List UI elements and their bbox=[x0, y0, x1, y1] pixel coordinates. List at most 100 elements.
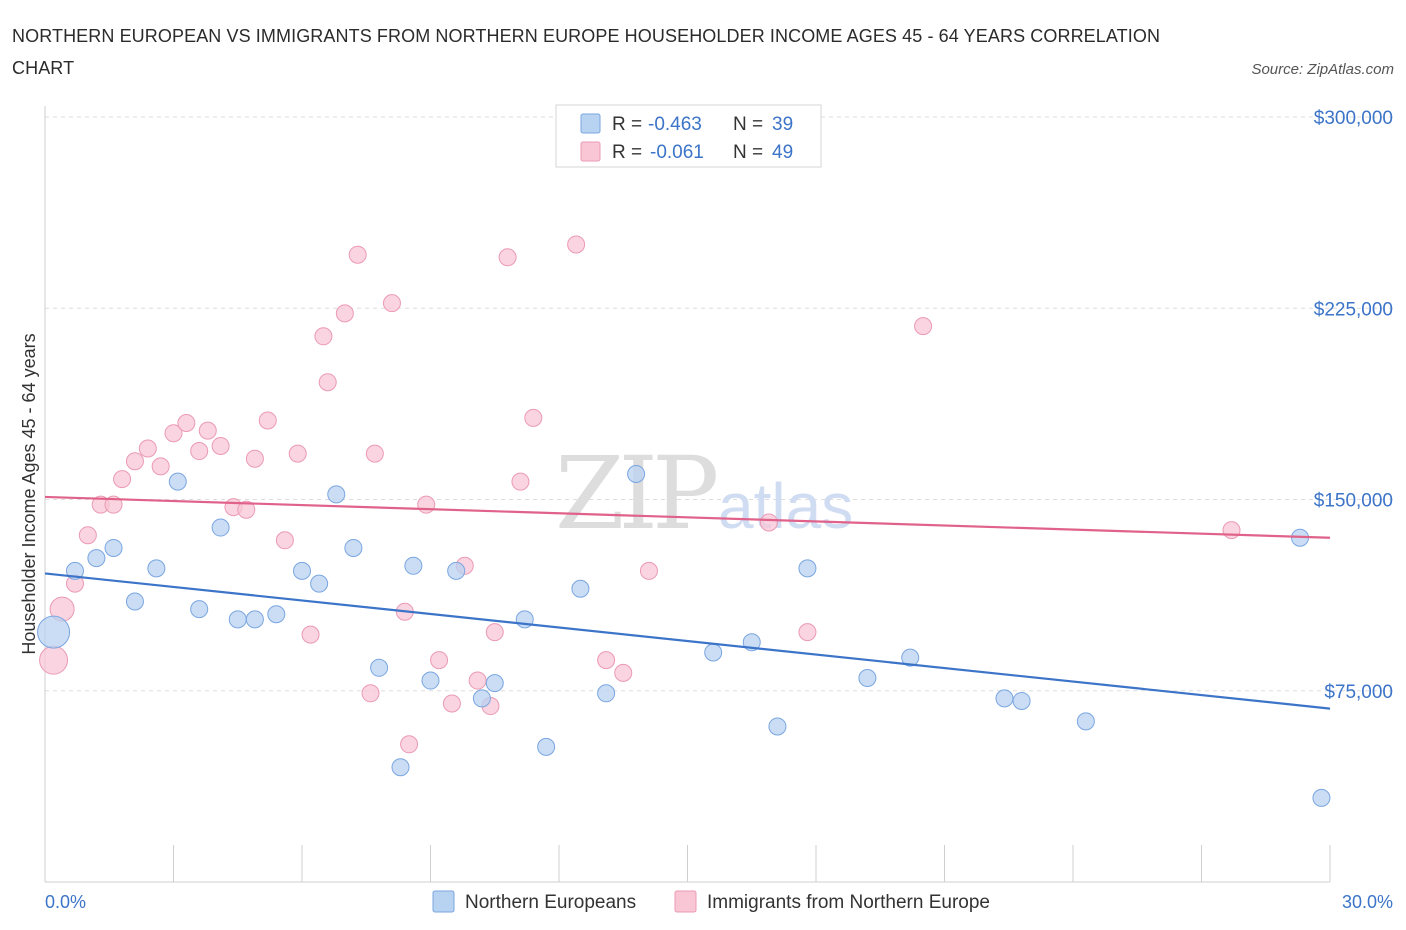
point-immigrants-21 bbox=[301, 625, 320, 644]
point-northern-europeans-0 bbox=[37, 615, 71, 649]
point-immigrants-11 bbox=[177, 414, 196, 432]
y-tick-label-3: $300,000 bbox=[1314, 108, 1393, 129]
point-northern-europeans-15 bbox=[344, 538, 363, 557]
point-northern-europeans-36 bbox=[1076, 712, 1095, 731]
point-immigrants-42 bbox=[597, 651, 616, 670]
point-immigrants-38 bbox=[498, 248, 517, 267]
legend-r-value-blue: -0.463 bbox=[648, 114, 702, 135]
point-northern-europeans-28 bbox=[704, 643, 723, 662]
series-northern-europeans-points bbox=[37, 465, 1331, 807]
point-northern-europeans-30 bbox=[768, 717, 787, 736]
point-immigrants-27 bbox=[365, 444, 384, 463]
point-northern-europeans-25 bbox=[571, 579, 590, 598]
point-immigrants-33 bbox=[442, 694, 461, 713]
legend-swatch-pink bbox=[580, 141, 601, 162]
correlation-legend: R = -0.463 N = 39 R = -0.061 N = 49 bbox=[555, 104, 822, 168]
point-northern-europeans-38 bbox=[1312, 788, 1331, 807]
y-axis-label: Householder Income Ages 45 - 64 years bbox=[19, 333, 39, 654]
watermark-atlas: atlas bbox=[718, 470, 853, 542]
watermark-zip: ZIP bbox=[555, 435, 716, 552]
point-immigrants-32 bbox=[430, 651, 449, 670]
point-northern-europeans-8 bbox=[211, 518, 230, 537]
source-credit: Source: ZipAtlas.com bbox=[1251, 61, 1394, 78]
point-northern-europeans-20 bbox=[447, 561, 466, 580]
point-northern-europeans-22 bbox=[485, 674, 504, 693]
legend-n-label-blue: N = bbox=[733, 114, 763, 135]
legend-n-label-pink: N = bbox=[733, 142, 763, 163]
gridlines bbox=[45, 116, 1393, 692]
point-northern-europeans-17 bbox=[391, 758, 410, 777]
point-immigrants-9 bbox=[151, 457, 170, 476]
point-immigrants-36 bbox=[485, 623, 504, 642]
legend-r-label-pink: R = bbox=[612, 142, 642, 163]
legend-r-label-blue: R = bbox=[612, 114, 642, 135]
point-immigrants-0 bbox=[39, 645, 69, 675]
point-northern-europeans-3 bbox=[104, 538, 123, 557]
point-immigrants-8 bbox=[138, 439, 157, 458]
point-immigrants-24 bbox=[335, 304, 354, 323]
watermark: ZIP atlas bbox=[555, 435, 853, 552]
legend-r-value-pink: -0.061 bbox=[650, 142, 704, 163]
point-immigrants-48 bbox=[1222, 521, 1241, 540]
point-immigrants-6 bbox=[113, 470, 132, 489]
point-immigrants-43 bbox=[614, 663, 633, 682]
trend-line-immigrants bbox=[44, 495, 1331, 539]
legend-swatch-blue bbox=[580, 113, 601, 134]
point-northern-europeans-10 bbox=[245, 610, 264, 629]
point-northern-europeans-13 bbox=[310, 574, 329, 593]
point-immigrants-41 bbox=[567, 235, 586, 254]
x-axis-ticks bbox=[44, 845, 1331, 882]
point-northern-europeans-32 bbox=[858, 669, 877, 687]
point-northern-europeans-2 bbox=[87, 549, 106, 568]
series-legend: Northern Europeans Immigrants from North… bbox=[432, 890, 990, 913]
point-northern-europeans-33 bbox=[901, 648, 920, 667]
point-northern-europeans-19 bbox=[421, 671, 440, 690]
point-immigrants-7 bbox=[125, 452, 144, 471]
point-northern-europeans-31 bbox=[798, 559, 817, 578]
point-immigrants-47 bbox=[914, 317, 933, 336]
point-immigrants-14 bbox=[211, 436, 230, 455]
point-immigrants-22 bbox=[314, 327, 333, 346]
bottom-legend-swatch-pink bbox=[674, 890, 697, 913]
point-immigrants-45 bbox=[759, 513, 778, 532]
y-tick-label-2: $225,000 bbox=[1314, 299, 1393, 320]
legend-n-value-blue: 39 bbox=[772, 114, 793, 135]
point-immigrants-3 bbox=[78, 526, 97, 545]
point-immigrants-26 bbox=[361, 684, 380, 703]
point-immigrants-10 bbox=[164, 424, 183, 443]
point-immigrants-39 bbox=[511, 472, 530, 491]
trend-line-northern-europeans bbox=[44, 572, 1331, 710]
point-northern-europeans-4 bbox=[125, 592, 144, 611]
point-northern-europeans-21 bbox=[472, 689, 491, 708]
bottom-legend-label-blue: Northern Europeans bbox=[465, 892, 636, 913]
point-immigrants-25 bbox=[348, 245, 367, 264]
point-immigrants-17 bbox=[245, 449, 264, 468]
y-tick-label-0: $75,000 bbox=[1324, 682, 1393, 703]
point-northern-europeans-24 bbox=[537, 737, 556, 756]
point-immigrants-18 bbox=[258, 411, 277, 430]
point-immigrants-40 bbox=[524, 408, 543, 427]
point-northern-europeans-18 bbox=[404, 556, 423, 575]
point-northern-europeans-11 bbox=[267, 605, 286, 624]
point-northern-europeans-34 bbox=[995, 689, 1014, 708]
point-northern-europeans-16 bbox=[370, 658, 389, 677]
x-tick-label-left: 0.0% bbox=[45, 892, 86, 912]
point-immigrants-28 bbox=[382, 294, 401, 313]
point-immigrants-16 bbox=[237, 500, 256, 519]
point-immigrants-46 bbox=[798, 623, 817, 642]
point-northern-europeans-6 bbox=[168, 472, 187, 491]
legend-n-value-pink: 49 bbox=[772, 142, 793, 163]
bottom-legend-swatch-blue bbox=[432, 890, 455, 913]
point-immigrants-30 bbox=[400, 735, 419, 754]
point-northern-europeans-5 bbox=[147, 559, 166, 578]
point-northern-europeans-9 bbox=[228, 610, 247, 629]
x-tick-label-right: 30.0% bbox=[1342, 892, 1393, 912]
series-immigrants-points bbox=[39, 235, 1241, 754]
point-immigrants-12 bbox=[190, 442, 209, 461]
chart-title: NORTHERN EUROPEAN VS IMMIGRANTS FROM NOR… bbox=[12, 26, 1161, 78]
point-northern-europeans-35 bbox=[1012, 691, 1031, 710]
point-immigrants-20 bbox=[288, 444, 307, 463]
y-tick-labels: $75,000 $150,000 $225,000 $300,000 bbox=[1314, 108, 1393, 703]
point-northern-europeans-26 bbox=[597, 684, 616, 703]
